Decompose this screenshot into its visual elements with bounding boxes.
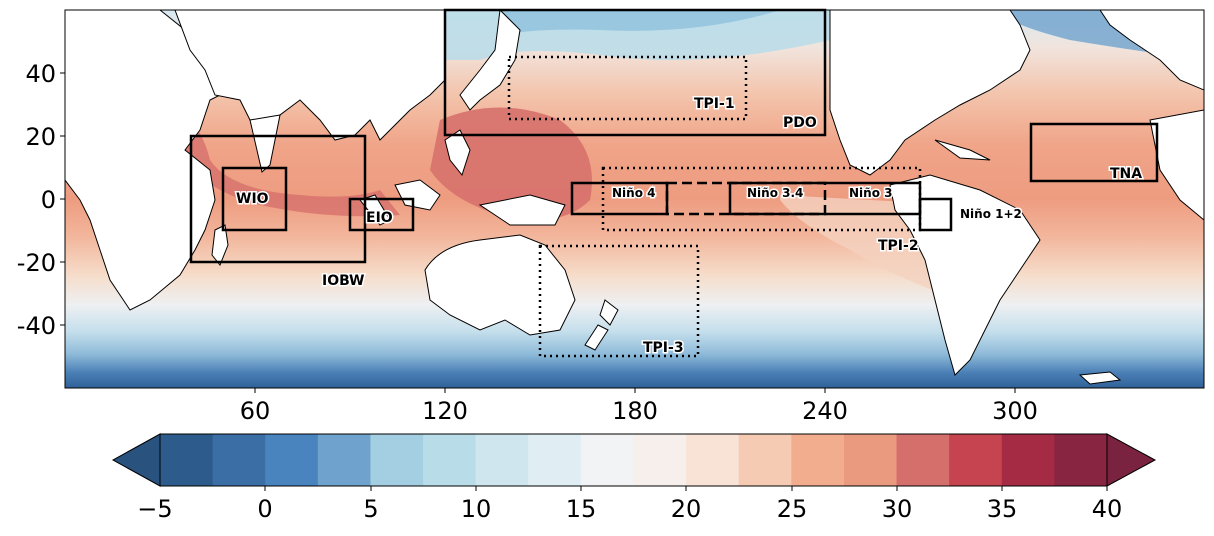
colorbar-cell (949, 434, 1003, 486)
x-tick-label: 180 (612, 397, 658, 425)
eio-box (348, 197, 415, 232)
colorbar-cell (317, 434, 371, 486)
colorbar-cell (212, 434, 266, 486)
nino4-label: Niño 4 (612, 186, 655, 200)
colorbar-cell (738, 434, 792, 486)
colorbar-cells (111, 433, 1157, 491)
colorbar-cell (265, 434, 319, 486)
colorbar-cell (686, 434, 740, 486)
colorbar-cell (423, 434, 477, 486)
region-boxes (189, 8, 1159, 358)
colorbar-cell (791, 434, 845, 486)
wio-box (221, 166, 288, 232)
colorbar-extend-low (111, 433, 161, 487)
pdo-label: PDO (783, 115, 817, 131)
y-tick-label: 40 (25, 60, 56, 88)
y-tick-label: 0 (41, 186, 56, 214)
colorbar-cell (475, 434, 529, 486)
x-tick-label: 300 (992, 397, 1038, 425)
tpi2-label: TPI-2 (878, 238, 919, 254)
x-axis: 60 120 180 240 300 (240, 388, 1038, 425)
nino3-label: Niño 3 (849, 186, 892, 200)
colorbar-tick-label: 40 (1092, 495, 1123, 523)
colorbar-cell (370, 434, 424, 486)
y-tick-label: -20 (17, 249, 56, 277)
colorbar-tick-label: 35 (987, 495, 1018, 523)
colorbar-tick-label: −5 (137, 495, 172, 523)
colorbar-cell (843, 434, 898, 486)
x-tick-label: 240 (802, 397, 848, 425)
tna-label: TNA (1110, 166, 1142, 182)
colorbar-cell (1001, 434, 1055, 486)
x-tick-label: 60 (240, 397, 271, 425)
colorbar-cell (580, 434, 634, 486)
colorbar-cell (160, 434, 214, 486)
colorbar-tick-label: 0 (257, 495, 272, 523)
colorbar-tick-label: 10 (461, 495, 492, 523)
tpi1-label: TPI-1 (694, 96, 735, 112)
colorbar-tick-label: 20 (671, 495, 702, 523)
colorbar-cell (1054, 434, 1108, 486)
y-tick-label: -40 (17, 312, 56, 340)
tpi3-label: TPI-3 (643, 340, 684, 356)
nino12-label: Niño 1+2 (960, 207, 1022, 221)
y-tick-label: 20 (25, 123, 56, 151)
tpi3-box (538, 244, 700, 358)
colorbar-tick-label: 15 (566, 495, 597, 523)
y-axis: 40 20 0 -20 -40 (17, 60, 65, 340)
colorbar-tick-label: 30 (882, 495, 913, 523)
iobw-label: IOBW (322, 273, 364, 289)
colorbar-cell (633, 434, 687, 486)
nino34-label: Niño 3.4 (747, 186, 803, 200)
colorbar-tick-label: 25 (777, 495, 808, 523)
colorbar-ticks: −5 0 5 10 15 20 25 30 35 40 (137, 495, 1122, 523)
nino12-box (918, 197, 953, 232)
eio-label: EIO (366, 210, 393, 226)
colorbar-cell (896, 434, 950, 486)
tna-box (1029, 122, 1159, 183)
x-tick-label: 120 (422, 397, 468, 425)
region-labels: PDO TPI-1 TPI-2 TPI-3 Niño 4 Niño 3.4 Ni… (235, 95, 1144, 358)
colorbar-frame (159, 433, 1108, 487)
land (65, 10, 1204, 385)
pdo-box (443, 8, 827, 137)
colorbar-extend-high (1106, 433, 1157, 487)
wio-label: WIO (236, 191, 269, 207)
colorbar-cell (528, 434, 582, 486)
colorbar-tick-label: 5 (363, 495, 378, 523)
colorbar: −5 0 5 10 15 20 25 30 35 40 (111, 433, 1157, 523)
